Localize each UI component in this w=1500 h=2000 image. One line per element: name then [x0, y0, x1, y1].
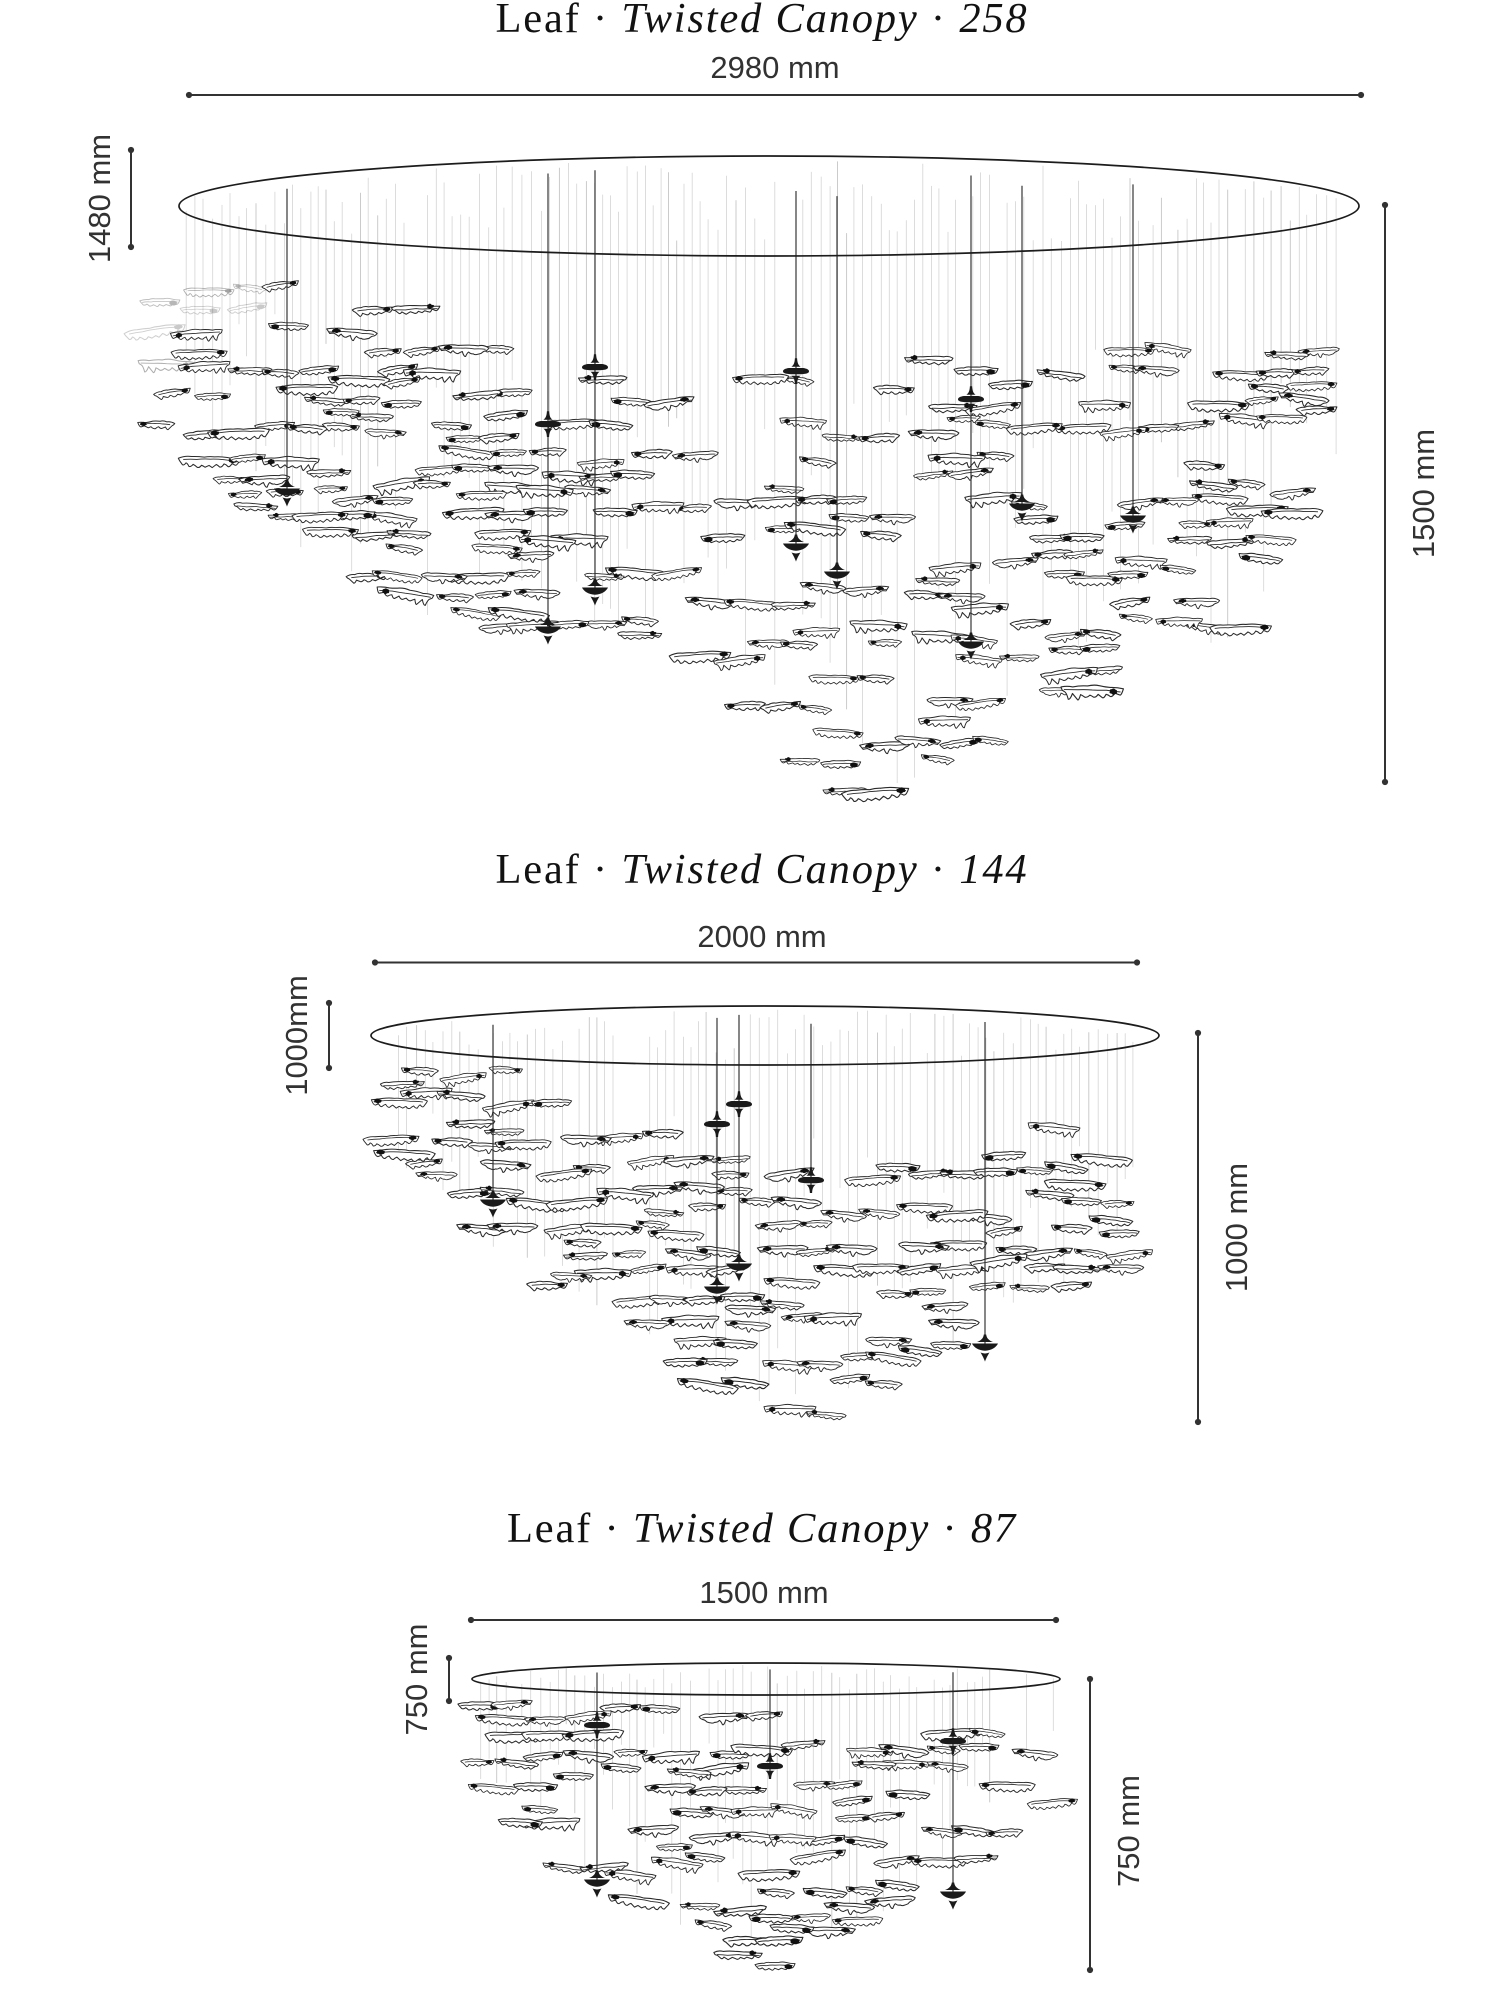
svg-text:1500 mm: 1500 mm [1406, 429, 1441, 558]
svg-text:750 mm: 750 mm [399, 1624, 434, 1736]
svg-text:750 mm: 750 mm [1111, 1775, 1146, 1887]
svg-text:1480 mm: 1480 mm [82, 134, 117, 263]
svg-text:2000 mm: 2000 mm [697, 919, 826, 954]
svg-text:Leaf · Twisted Canopy · 87: Leaf · Twisted Canopy · 87 [507, 1505, 1017, 1552]
svg-text:Leaf · Twisted Canopy · 144: Leaf · Twisted Canopy · 144 [496, 846, 1029, 893]
svg-text:2980 mm: 2980 mm [710, 50, 839, 85]
svg-text:1500 mm: 1500 mm [699, 1575, 828, 1610]
svg-text:Leaf · Twisted Canopy · 258: Leaf · Twisted Canopy · 258 [496, 0, 1029, 42]
svg-text:1000mm: 1000mm [279, 975, 314, 1096]
svg-text:1000 mm: 1000 mm [1219, 1163, 1254, 1292]
